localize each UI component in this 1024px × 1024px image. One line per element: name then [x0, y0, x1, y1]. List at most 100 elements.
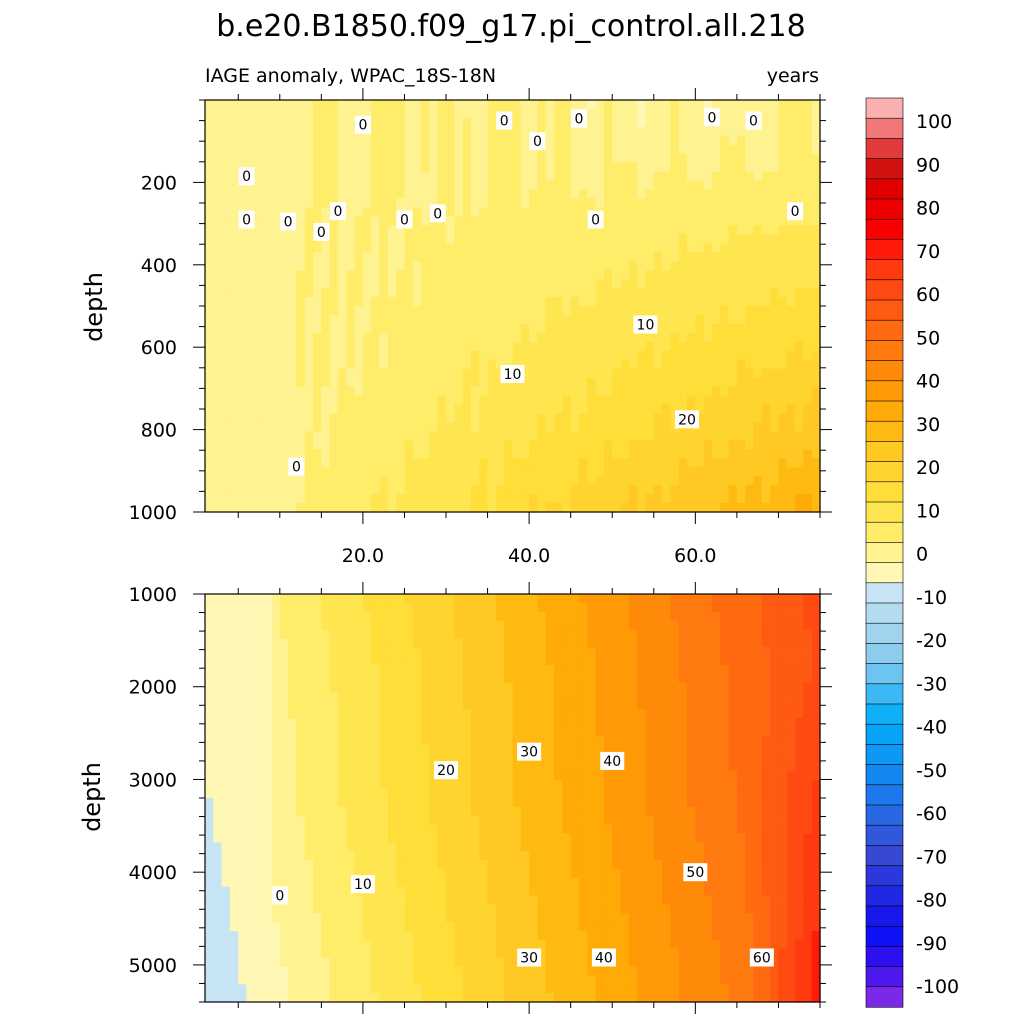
field-cell [279, 948, 289, 959]
field-cell [254, 833, 264, 843]
field-cell [687, 279, 696, 289]
field-cell [329, 842, 339, 852]
field-cell [288, 877, 298, 888]
field-cell [254, 100, 264, 110]
field-cell [612, 485, 622, 495]
field-cell [371, 350, 381, 361]
field-cell [238, 709, 248, 719]
field-cell [703, 395, 713, 406]
field-cell [396, 279, 406, 289]
field-cell [687, 144, 696, 155]
field-cell [728, 458, 738, 468]
field-cell [720, 440, 730, 450]
field-cell [487, 341, 497, 352]
field-cell [662, 297, 671, 307]
field-cell [205, 656, 214, 666]
field-cell [263, 718, 273, 728]
field-cell [271, 984, 281, 994]
field-cell [612, 306, 622, 316]
field-cell [346, 377, 356, 388]
field-cell [288, 735, 298, 746]
field-cell [529, 431, 539, 441]
field-cell [279, 234, 289, 244]
field-cell [811, 503, 821, 513]
field-cell [446, 422, 455, 432]
field-cell [229, 485, 239, 495]
field-cell [346, 440, 356, 450]
field-cell [304, 931, 314, 941]
field-cell [487, 332, 497, 343]
field-cell [221, 476, 231, 486]
field-cell [304, 288, 314, 298]
field-cell [313, 709, 322, 719]
field-cell [745, 386, 755, 397]
field-cell [504, 279, 514, 289]
field-cell [487, 306, 497, 316]
field-cell [346, 966, 356, 976]
field-cell [529, 350, 539, 361]
field-cell [761, 476, 771, 486]
field-cell [205, 594, 214, 604]
field-cell [545, 476, 555, 486]
field-cell [354, 824, 364, 835]
field-cell [271, 771, 281, 781]
field-cell [537, 234, 547, 244]
field-cell [346, 798, 356, 808]
field-cell [271, 718, 281, 728]
contour-label: 10 [500, 364, 525, 383]
field-cell [595, 485, 605, 495]
field-cell [595, 234, 605, 244]
field-cell [462, 727, 472, 737]
field-cell [412, 252, 422, 262]
field-cell [770, 377, 780, 388]
field-cell [520, 153, 530, 164]
field-cell [404, 913, 414, 923]
field-cell [371, 948, 381, 959]
field-cell [421, 153, 430, 164]
field-cell [446, 449, 455, 459]
field-cell [653, 449, 663, 459]
field-cell [421, 833, 430, 843]
field-cell [304, 386, 314, 397]
field-cell [404, 350, 414, 361]
field-cell [446, 700, 455, 710]
field-cell [229, 440, 239, 450]
field-cell [371, 895, 381, 906]
field-cell [379, 922, 389, 932]
field-cell [279, 594, 289, 604]
field-cell [337, 422, 347, 432]
field-cell [786, 126, 796, 137]
field-cell [612, 135, 622, 146]
field-cell [520, 332, 530, 343]
field-cell [662, 476, 671, 486]
field-cell [720, 377, 730, 388]
field-cell [728, 162, 738, 173]
field-cell [462, 966, 472, 976]
field-cell [271, 386, 281, 397]
field-cell [254, 594, 264, 604]
field-cell [429, 404, 439, 415]
field-cell [437, 594, 447, 604]
field-cell [446, 207, 455, 218]
field-cell [246, 431, 256, 441]
field-cell [421, 700, 430, 710]
field-cell [446, 709, 455, 719]
field-cell [329, 966, 339, 976]
field-cell [454, 789, 464, 799]
field-cell [288, 753, 298, 764]
field-cell [529, 377, 539, 388]
field-cell [487, 135, 497, 146]
field-cell [495, 404, 505, 415]
field-cell [462, 332, 472, 343]
field-cell [229, 780, 239, 790]
field-cell [811, 476, 821, 486]
field-cell [587, 243, 597, 253]
field-cell [670, 422, 680, 432]
field-cell [803, 261, 813, 271]
field-cell [371, 476, 381, 486]
field-cell [637, 431, 647, 441]
field-cell [263, 207, 273, 218]
field-cell [263, 108, 273, 119]
field-cell [462, 422, 472, 432]
field-cell [587, 476, 597, 486]
